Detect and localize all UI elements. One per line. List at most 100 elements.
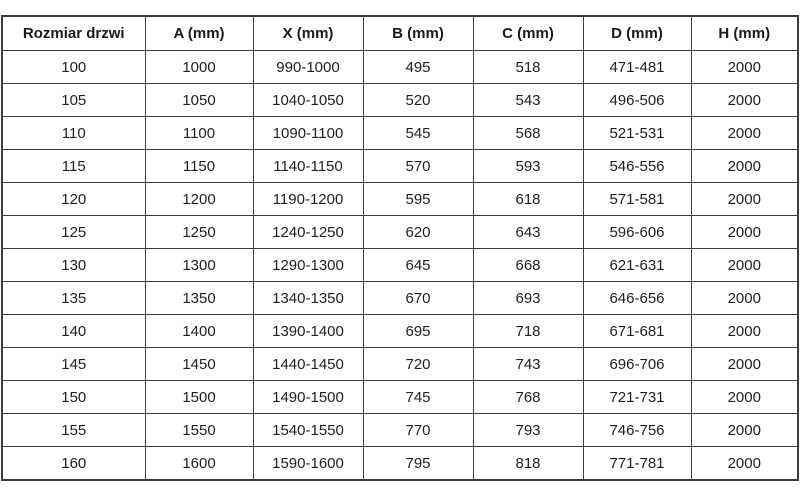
table-cell: 2000 [690, 50, 799, 84]
table-cell: 1000 [144, 50, 254, 84]
table-cell: 1450 [144, 347, 254, 381]
table-cell: 546-556 [582, 149, 692, 183]
table-cell: 670 [362, 281, 474, 315]
table-cell: 2000 [690, 215, 799, 249]
table-cell: 643 [472, 215, 584, 249]
table-cell: 1540-1550 [252, 413, 364, 447]
table-cell: 795 [362, 446, 474, 481]
door-size-table: Rozmiar drzwi A (mm) X (mm) B (mm) C (mm… [1, 15, 799, 481]
table-row: 155 1550 1540-1550 770 793 746-756 2000 [1, 413, 799, 447]
table-cell: 1490-1500 [252, 380, 364, 414]
table-cell: 543 [472, 83, 584, 117]
table-cell: 150 [1, 380, 146, 414]
table-cell: 496-506 [582, 83, 692, 117]
table-cell: 745 [362, 380, 474, 414]
table-cell: 2000 [690, 116, 799, 150]
header-c-mm: C (mm) [472, 15, 584, 51]
table-cell: 668 [472, 248, 584, 282]
table-cell: 618 [472, 182, 584, 216]
table-cell: 521-531 [582, 116, 692, 150]
table-cell: 520 [362, 83, 474, 117]
table-row: 100 1000 990-1000 495 518 471-481 2000 [1, 50, 799, 84]
table-cell: 2000 [690, 281, 799, 315]
table-cell: 568 [472, 116, 584, 150]
table-cell: 1190-1200 [252, 182, 364, 216]
table-cell: 1440-1450 [252, 347, 364, 381]
table-cell: 105 [1, 83, 146, 117]
table-cell: 1500 [144, 380, 254, 414]
table-cell: 671-681 [582, 314, 692, 348]
table-cell: 140 [1, 314, 146, 348]
table-cell: 145 [1, 347, 146, 381]
table-cell: 2000 [690, 446, 799, 481]
table-cell: 495 [362, 50, 474, 84]
table-header-row: Rozmiar drzwi A (mm) X (mm) B (mm) C (mm… [1, 15, 799, 51]
table-cell: 1390-1400 [252, 314, 364, 348]
table-cell: 793 [472, 413, 584, 447]
table-cell: 1040-1050 [252, 83, 364, 117]
header-x-mm: X (mm) [252, 15, 364, 51]
table-cell: 1350 [144, 281, 254, 315]
table-row: 160 1600 1590-1600 795 818 771-781 2000 [1, 446, 799, 481]
table-cell: 518 [472, 50, 584, 84]
table-cell: 1290-1300 [252, 248, 364, 282]
table-cell: 1250 [144, 215, 254, 249]
table-cell: 2000 [690, 83, 799, 117]
table-row: 110 1100 1090-1100 545 568 521-531 2000 [1, 116, 799, 150]
table-cell: 471-481 [582, 50, 692, 84]
table-cell: 696-706 [582, 347, 692, 381]
table-row: 115 1150 1140-1150 570 593 546-556 2000 [1, 149, 799, 183]
table-cell: 1550 [144, 413, 254, 447]
table-cell: 595 [362, 182, 474, 216]
table-cell: 570 [362, 149, 474, 183]
table-cell: 1150 [144, 149, 254, 183]
table-cell: 125 [1, 215, 146, 249]
table-cell: 645 [362, 248, 474, 282]
table-row: 145 1450 1440-1450 720 743 696-706 2000 [1, 347, 799, 381]
table-cell: 721-731 [582, 380, 692, 414]
table-cell: 2000 [690, 380, 799, 414]
table-cell: 1140-1150 [252, 149, 364, 183]
header-rozmiar-drzwi: Rozmiar drzwi [1, 15, 146, 51]
table-cell: 2000 [690, 248, 799, 282]
table-cell: 743 [472, 347, 584, 381]
table-cell: 746-756 [582, 413, 692, 447]
table-cell: 2000 [690, 413, 799, 447]
table-cell: 110 [1, 116, 146, 150]
table-cell: 100 [1, 50, 146, 84]
table-row: 135 1350 1340-1350 670 693 646-656 2000 [1, 281, 799, 315]
header-h-mm: H (mm) [690, 15, 799, 51]
table-row: 140 1400 1390-1400 695 718 671-681 2000 [1, 314, 799, 348]
table-cell: 160 [1, 446, 146, 481]
table-cell: 2000 [690, 347, 799, 381]
table-cell: 695 [362, 314, 474, 348]
table-cell: 768 [472, 380, 584, 414]
header-d-mm: D (mm) [582, 15, 692, 51]
table-cell: 693 [472, 281, 584, 315]
table-cell: 1240-1250 [252, 215, 364, 249]
table-cell: 1100 [144, 116, 254, 150]
page: Rozmiar drzwi A (mm) X (mm) B (mm) C (mm… [0, 15, 800, 504]
table-row: 105 1050 1040-1050 520 543 496-506 2000 [1, 83, 799, 117]
table-cell: 718 [472, 314, 584, 348]
table-body: 100 1000 990-1000 495 518 471-481 2000 105 1050 1… [1, 50, 799, 481]
table-cell: 771-781 [582, 446, 692, 481]
table-cell: 621-631 [582, 248, 692, 282]
table-cell: 1050 [144, 83, 254, 117]
table-cell: 990-1000 [252, 50, 364, 84]
table-row: 130 1300 1290-1300 645 668 621-631 2000 [1, 248, 799, 282]
table-cell: 720 [362, 347, 474, 381]
table-cell: 818 [472, 446, 584, 481]
table-cell: 1590-1600 [252, 446, 364, 481]
table-cell: 135 [1, 281, 146, 315]
table-cell: 155 [1, 413, 146, 447]
table-cell: 1600 [144, 446, 254, 481]
table-cell: 545 [362, 116, 474, 150]
table-cell: 770 [362, 413, 474, 447]
table-cell: 1400 [144, 314, 254, 348]
table-cell: 646-656 [582, 281, 692, 315]
table-cell: 130 [1, 248, 146, 282]
table-cell: 620 [362, 215, 474, 249]
header-a-mm: A (mm) [144, 15, 254, 51]
table-row: 120 1200 1190-1200 595 618 571-581 2000 [1, 182, 799, 216]
